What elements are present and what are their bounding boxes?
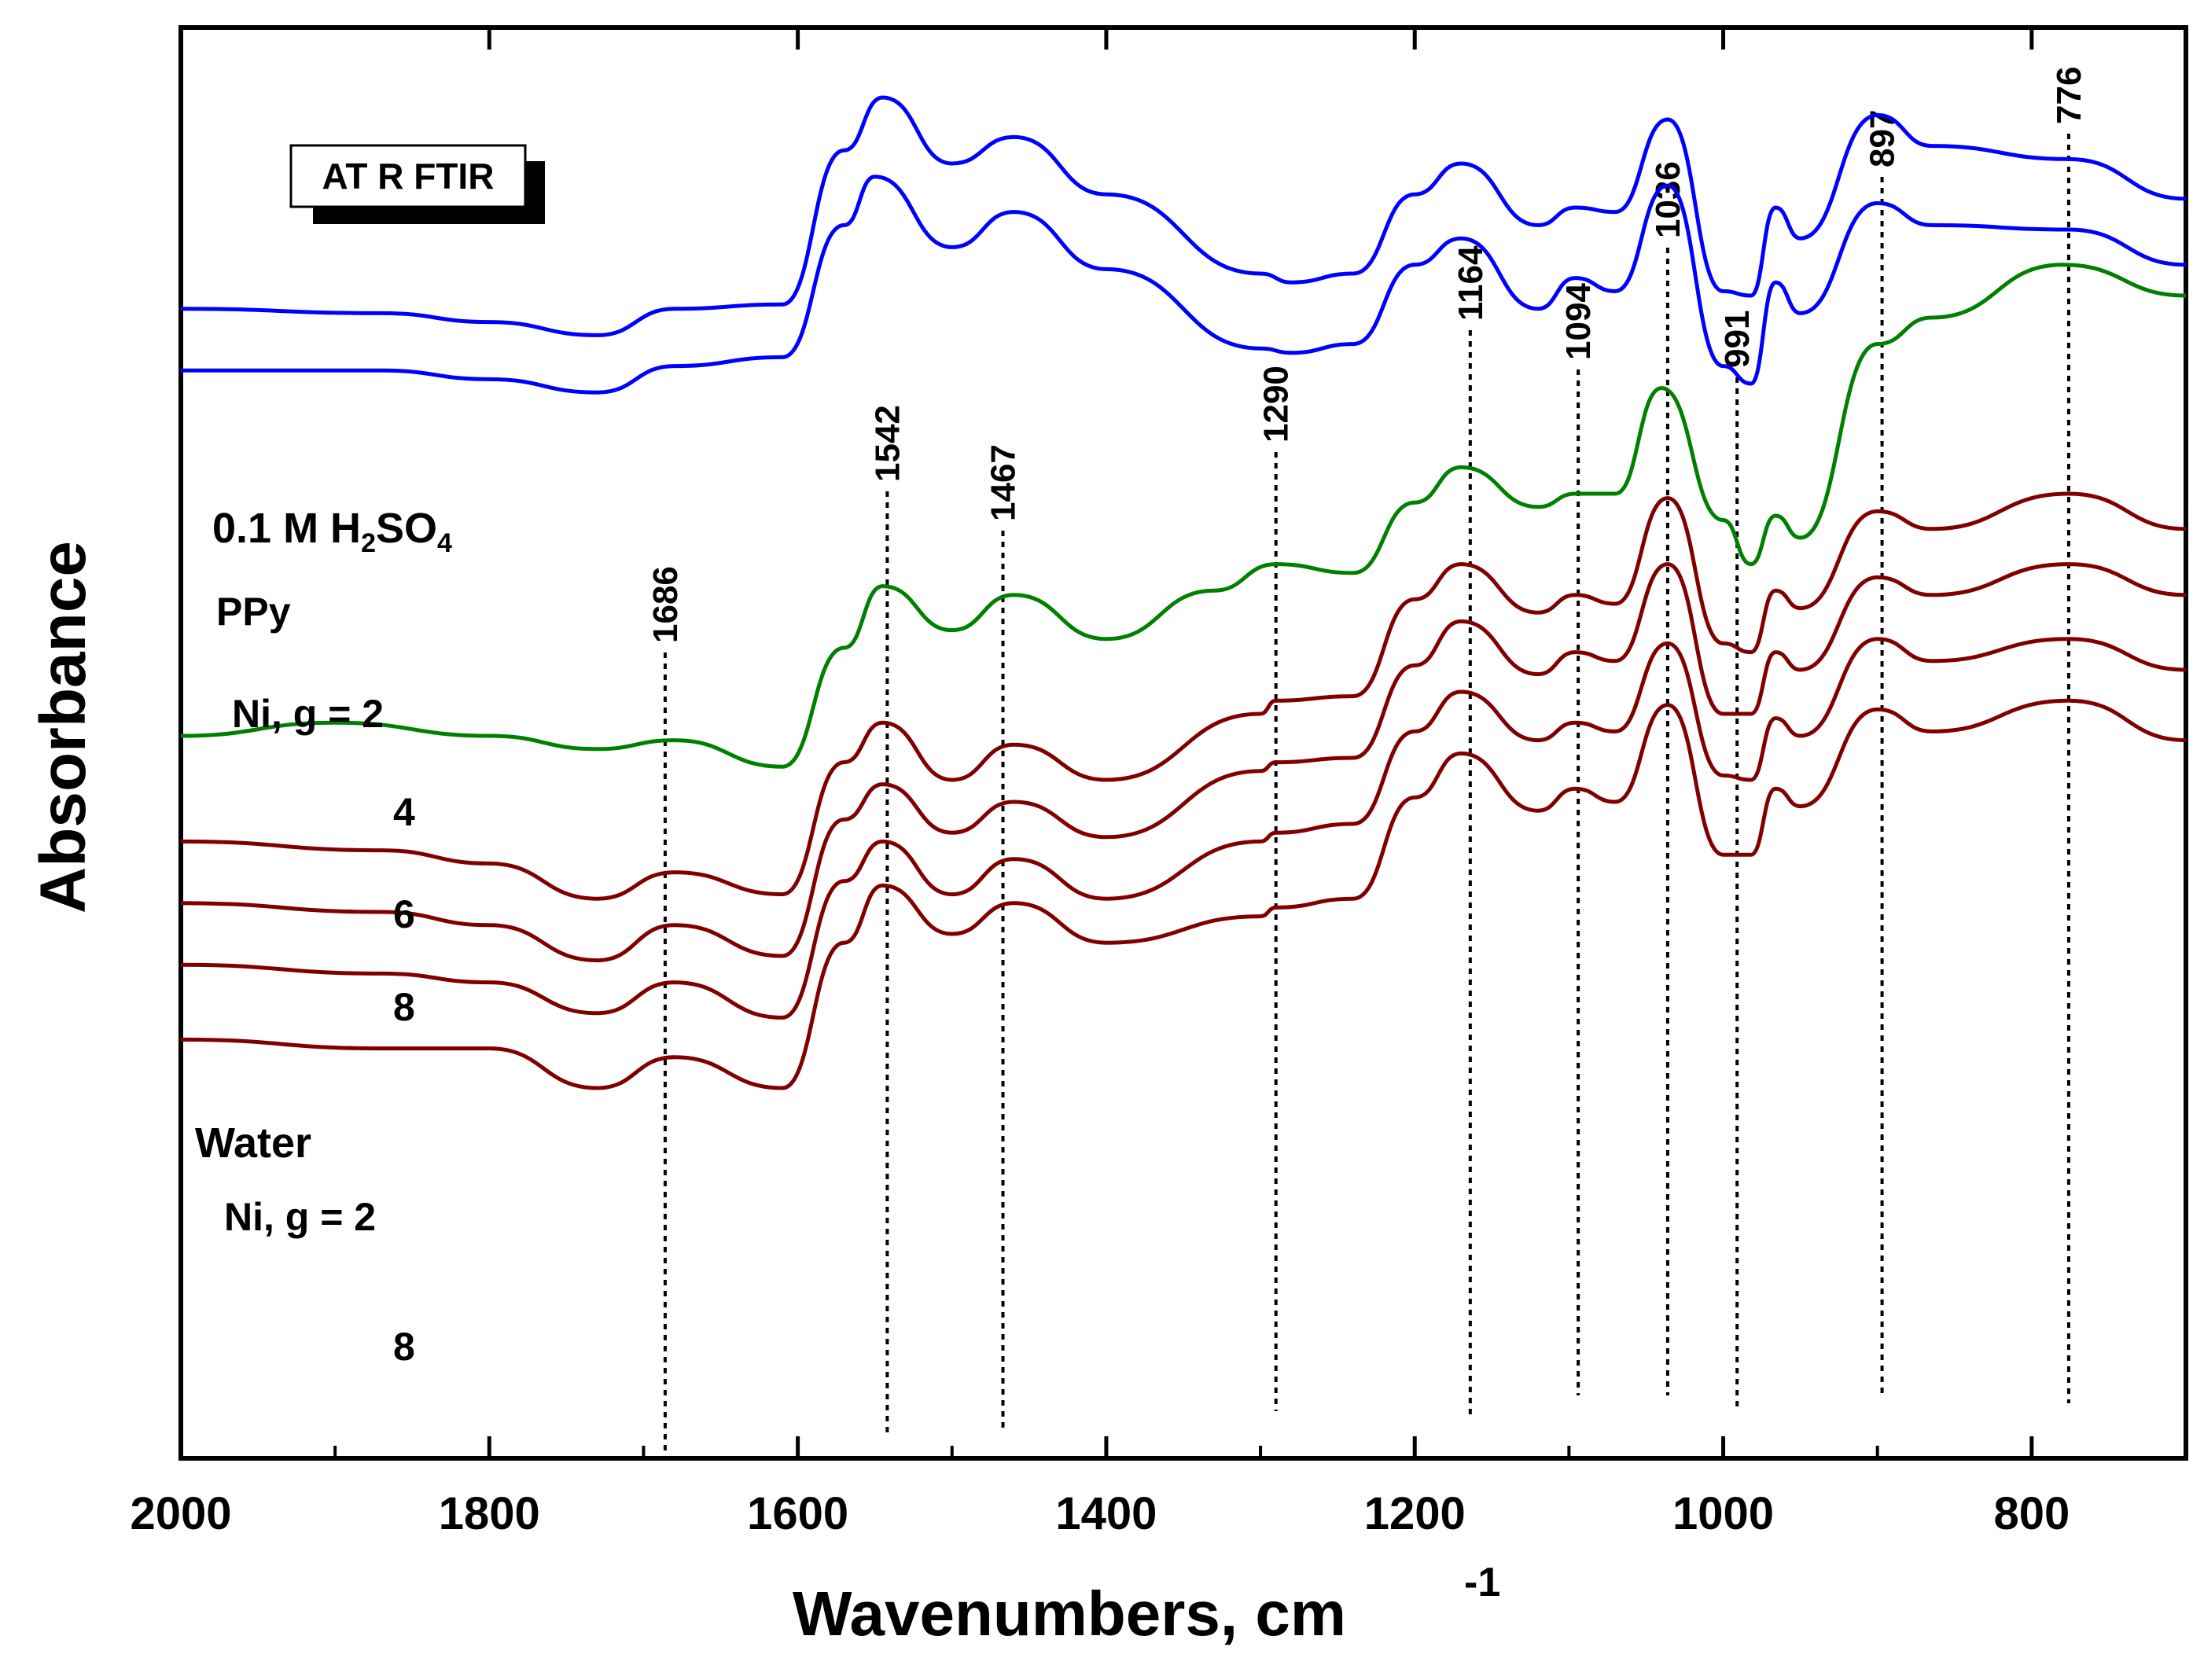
series-line	[181, 175, 2187, 395]
x-axis-title: Wavenumbers, cm -1	[793, 1560, 1500, 1649]
curve-label: Ni, g = 2	[224, 1195, 376, 1239]
water-group-label: Water	[195, 1119, 311, 1167]
x-axis-title-exponent: -1	[1464, 1560, 1500, 1605]
x-tick-label: 1000	[1672, 1488, 1774, 1539]
x-tick-label: 1600	[747, 1488, 848, 1539]
series-line	[180, 698, 2187, 1090]
peak-label: 1686	[646, 566, 685, 643]
method-label-box: AT R FTIR	[289, 144, 545, 224]
method-label-text: AT R FTIR	[322, 156, 495, 197]
peak-label: 1467	[984, 444, 1023, 521]
curve-label: Ni, g = 2	[232, 692, 384, 736]
curve-label: 8	[393, 1325, 415, 1369]
curve-label: PPy	[216, 590, 291, 634]
x-tick-label: 1800	[439, 1488, 540, 1539]
curve-label: 6	[393, 892, 415, 936]
series-line	[180, 637, 2187, 1020]
x-axis-title-text: Wavenumbers, cm	[793, 1579, 1346, 1649]
x-tick-label: 1200	[1364, 1488, 1466, 1539]
series-line	[180, 95, 2187, 337]
peak-label: 991	[1718, 311, 1757, 368]
x-tick-label: 2000	[130, 1488, 231, 1539]
curve-label: 8	[393, 985, 415, 1029]
curve-label: 4	[393, 790, 415, 834]
peak-label: 1094	[1559, 283, 1598, 360]
x-tick-label: 800	[1993, 1488, 2070, 1539]
x-tick-label: 1400	[1055, 1488, 1157, 1539]
plot-frame	[178, 25, 2188, 1461]
curve-labels: PPy Ni, g = 2 4 6 8 Ni, g = 2 8	[216, 590, 415, 1369]
acid-group-label: 0.1 M H2SO4	[212, 505, 452, 558]
peak-label: 1290	[1257, 366, 1296, 443]
spectra-series	[180, 95, 2187, 1090]
series-line	[180, 562, 2187, 963]
peak-label: 1164	[1452, 245, 1490, 321]
x-axis-ticks: 2000 1800 1600 1400 1200 1000 800	[130, 28, 2187, 1539]
y-axis-title: Absorbance	[28, 541, 99, 914]
series-line	[180, 491, 2187, 901]
peak-label: 1542	[868, 405, 907, 482]
series-line	[180, 263, 2187, 769]
peak-label: 776	[2050, 67, 2088, 124]
